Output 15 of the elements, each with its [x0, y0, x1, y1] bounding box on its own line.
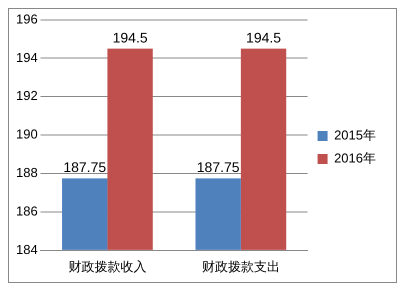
y-tick-label: 184	[16, 242, 38, 257]
y-tick-label: 186	[16, 204, 38, 219]
data-label: 194.5	[112, 29, 148, 46]
y-tick-label: 192	[16, 88, 38, 104]
x-tick-label: 财政拨款支出	[202, 258, 280, 274]
y-tick-label: 190	[16, 126, 38, 142]
legend-label: 2016年	[334, 150, 376, 166]
y-tick-label: 194	[16, 50, 38, 65]
y-tick-label: 188	[16, 165, 38, 180]
data-label: 187.75	[63, 159, 106, 176]
y-tick-label: 196	[16, 11, 38, 26]
x-tick-label: 财政拨款收入	[68, 258, 146, 274]
data-label: 187.75	[196, 159, 240, 176]
data-label: 194.5	[246, 29, 282, 46]
legend-label: 2015年	[334, 128, 376, 143]
